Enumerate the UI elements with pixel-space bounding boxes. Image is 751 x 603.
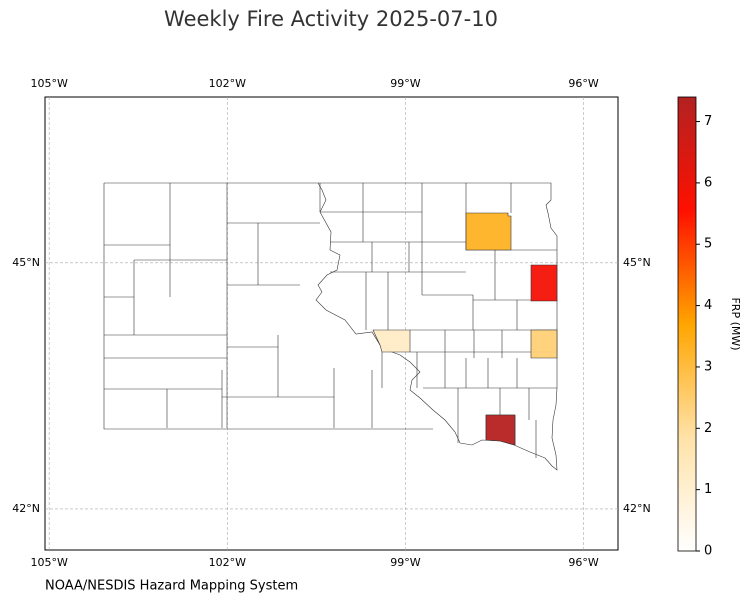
- county-fill: [530, 264, 558, 302]
- colorbar-tick-label: 1: [704, 482, 712, 497]
- county-fill: [465, 212, 512, 251]
- grid: [45, 97, 618, 550]
- colorbar-tick-label: 3: [704, 359, 712, 374]
- colorbar-tick-label: 6: [704, 175, 712, 190]
- colorbar-label: FRP (MW): [729, 297, 742, 350]
- map-frame: [44, 96, 619, 551]
- county-fill: [485, 414, 516, 446]
- x-tick-label: 102°W: [209, 77, 246, 90]
- colorbar-tick-label: 5: [704, 237, 712, 252]
- colorbar-tick-label: 0: [704, 544, 712, 559]
- x-tick-label: 102°W: [209, 556, 246, 569]
- county-fill: [530, 329, 558, 359]
- x-tick-label: 99°W: [390, 556, 420, 569]
- county-fill: [372, 329, 411, 353]
- x-tick-label: 105°W: [30, 556, 67, 569]
- ticks: 105°W 105°W 102°W 102°W 99°W 99°W 96°W 96°W 42°N…: [12, 77, 650, 569]
- y-tick-label: 45°N: [623, 256, 651, 269]
- colorbar-tick-label: 4: [704, 298, 712, 313]
- x-tick-label: 99°W: [390, 77, 420, 90]
- colorbar-tick-label: 7: [704, 114, 712, 129]
- y-tick-label: 42°N: [623, 502, 651, 515]
- y-tick-label: 45°N: [12, 256, 40, 269]
- source-note: NOAA/NESDIS Hazard Mapping System: [45, 579, 298, 594]
- x-tick-label: 96°W: [568, 556, 598, 569]
- y-tick-label: 42°N: [12, 502, 40, 515]
- x-tick-label: 105°W: [30, 77, 67, 90]
- x-tick-label: 96°W: [568, 77, 598, 90]
- county-lines: [104, 183, 557, 458]
- colorbar-tick-label: 2: [704, 421, 712, 436]
- chart-title: Weekly Fire Activity 2025-07-10: [164, 7, 498, 31]
- colorbar: [677, 96, 697, 552]
- state-outline-west: [103, 183, 433, 430]
- regions: [372, 212, 558, 446]
